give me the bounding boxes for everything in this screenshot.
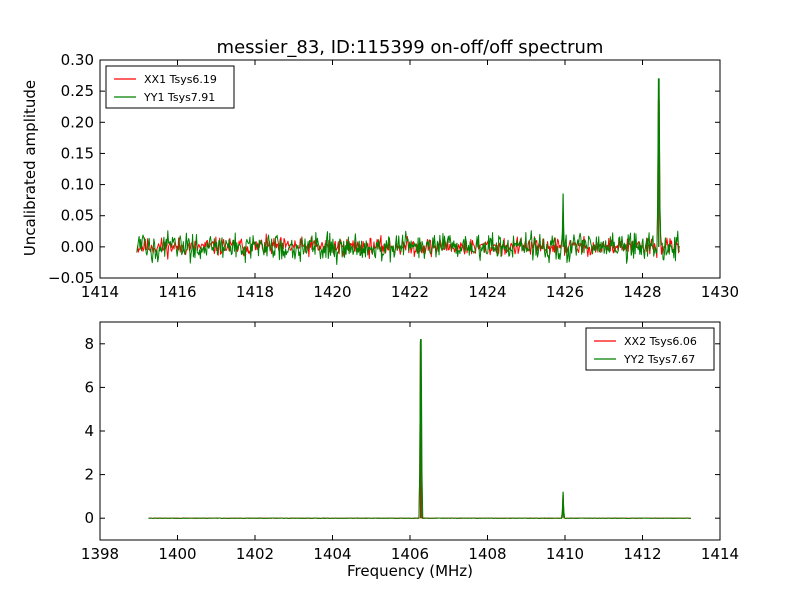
top-y-tick-label: 0.25 [61, 82, 94, 100]
bottom-y-tick-label: 2 [84, 466, 94, 484]
bottom-legend: XX2 Tsys6.06 YY2 Tsys7.67 [585, 327, 715, 371]
bottom-series-group [148, 338, 692, 520]
top-y-tick-label: −0.05 [48, 269, 94, 287]
top-x-tick-label: 1430 [701, 283, 739, 301]
bottom-x-tick-label: 1414 [701, 545, 739, 563]
bottom-legend-box [585, 327, 715, 371]
bottom-legend-label: XX2 Tsys6.06 [624, 335, 697, 348]
bottom-x-tick-label: 1398 [81, 545, 119, 563]
top-x-tick-label: 1418 [236, 283, 274, 301]
bottom-x-tick-label: 1404 [313, 545, 351, 563]
x-axis-label: Frequency (MHz) [347, 562, 473, 580]
bottom-x-tick-label: 1412 [623, 545, 661, 563]
bottom-x-tick-label: 1410 [546, 545, 584, 563]
bottom-legend-label: YY2 Tsys7.67 [623, 353, 695, 366]
top-x-tick-label: 1414 [81, 283, 119, 301]
top-x-tick-label: 1420 [313, 283, 351, 301]
top-series-group [136, 78, 680, 266]
top-y-tick-label: 0.00 [61, 238, 94, 256]
bottom-y-tick-label: 0 [84, 509, 94, 527]
top-series-1-line [136, 78, 680, 266]
top-legend-box [105, 65, 235, 109]
bottom-y-tick-label: 8 [84, 335, 94, 353]
top-y-tick-label: 0.05 [61, 207, 94, 225]
bottom-x-tick-label: 1400 [158, 545, 196, 563]
chart-title: messier_83, ID:115399 on-off/off spectru… [217, 37, 604, 58]
top-y-tick-label: 0.20 [61, 113, 94, 131]
bottom-x-tick-label: 1408 [468, 545, 506, 563]
bottom-series-1-line [148, 338, 692, 520]
top-y-tick-label: 0.15 [61, 144, 94, 162]
top-y-tick-label: 0.10 [61, 176, 94, 194]
top-y-tick-label: 0.30 [61, 51, 94, 69]
bottom-y-tick-label: 4 [84, 422, 94, 440]
y-axis-label: Uncalibrated amplitude [21, 80, 39, 256]
bottom-y-tick-label: 6 [84, 378, 94, 396]
top-x-tick-label: 1428 [623, 283, 661, 301]
bottom-x-tick-label: 1406 [391, 545, 429, 563]
top-x-tick-label: 1422 [391, 283, 429, 301]
top-legend-label: XX1 Tsys6.19 [144, 73, 217, 86]
top-x-tick-label: 1416 [158, 283, 196, 301]
top-panel: 1414 1416 1418 1420 1422 1424 1426 1428 1430 −0.0… [48, 51, 739, 301]
bottom-x-tick-label: 1402 [236, 545, 274, 563]
top-legend-label: YY1 Tsys7.91 [143, 91, 215, 104]
top-legend: XX1 Tsys6.19 YY1 Tsys7.91 [105, 65, 235, 109]
top-x-tick-label: 1424 [468, 283, 506, 301]
top-x-tick-label: 1426 [546, 283, 584, 301]
bottom-panel: 1398 1400 1402 1404 1406 1408 1410 1412 1414 0 2 4 6… [81, 321, 739, 563]
